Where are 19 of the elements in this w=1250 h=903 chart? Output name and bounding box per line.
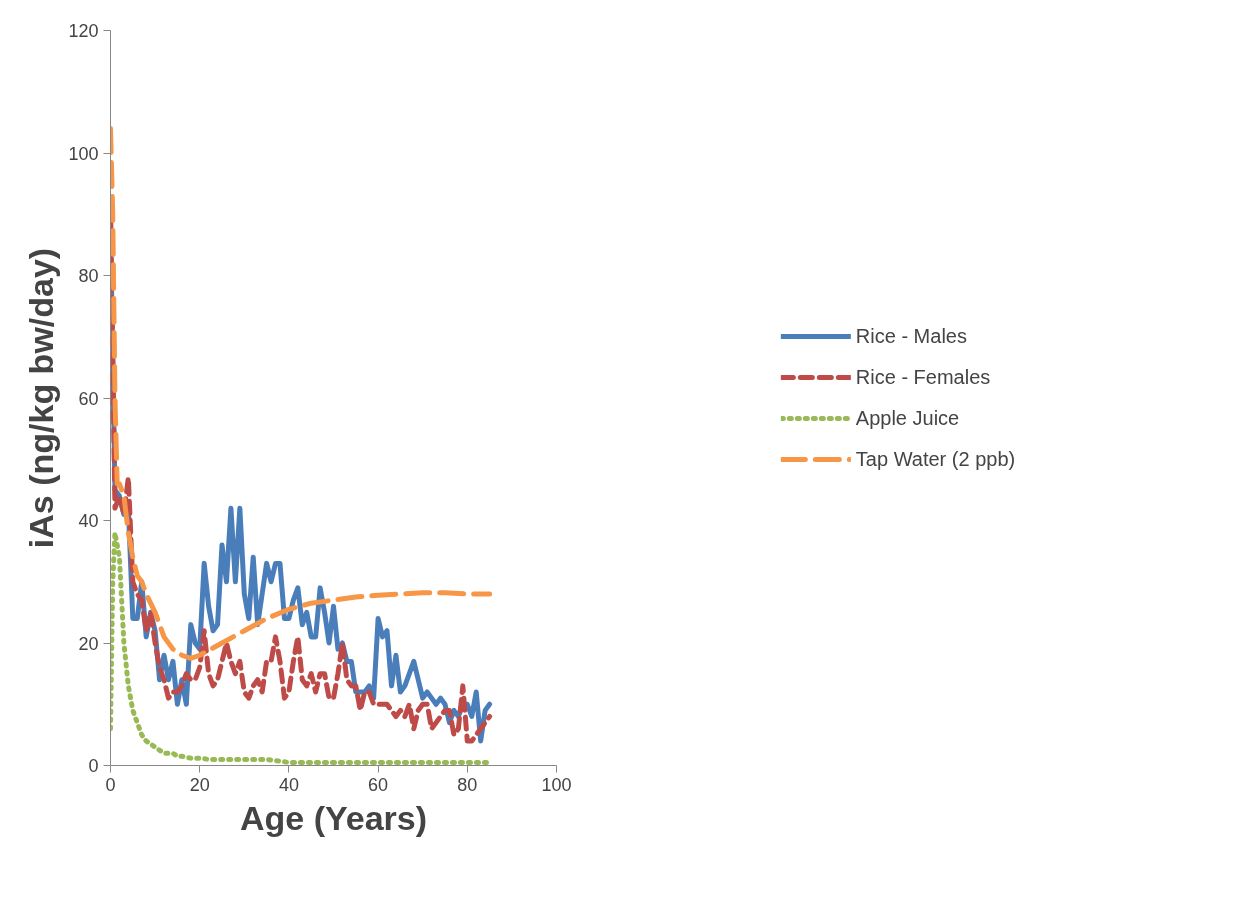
y-tick-label: 80	[78, 266, 99, 286]
x-tick-label: 60	[368, 774, 389, 795]
y-tick-label: 40	[78, 511, 99, 531]
y-tick-label: 0	[88, 756, 99, 776]
x-axis-title: Age (Years)	[239, 798, 428, 837]
x-tick-label: 40	[278, 774, 299, 795]
y-tick-label: 20	[78, 633, 99, 654]
y-tick-label: 100	[68, 143, 99, 164]
legend-label: Apple Juice	[855, 406, 960, 430]
legend-label: Rice - Females	[855, 365, 991, 389]
legend-label: Tap Water (2 ppb)	[855, 447, 1016, 471]
y-axis-title: iAs (ng/kg bw/day)	[22, 247, 61, 549]
y-tick-label: 60	[78, 388, 99, 409]
x-tick-label: 100	[541, 774, 572, 795]
legend-label: Rice - Males	[855, 324, 967, 348]
x-tick-label: 20	[189, 774, 210, 795]
y-tick-label: 120	[68, 21, 99, 41]
x-tick-label: 0	[105, 774, 116, 795]
x-tick-label: 80	[457, 774, 478, 795]
